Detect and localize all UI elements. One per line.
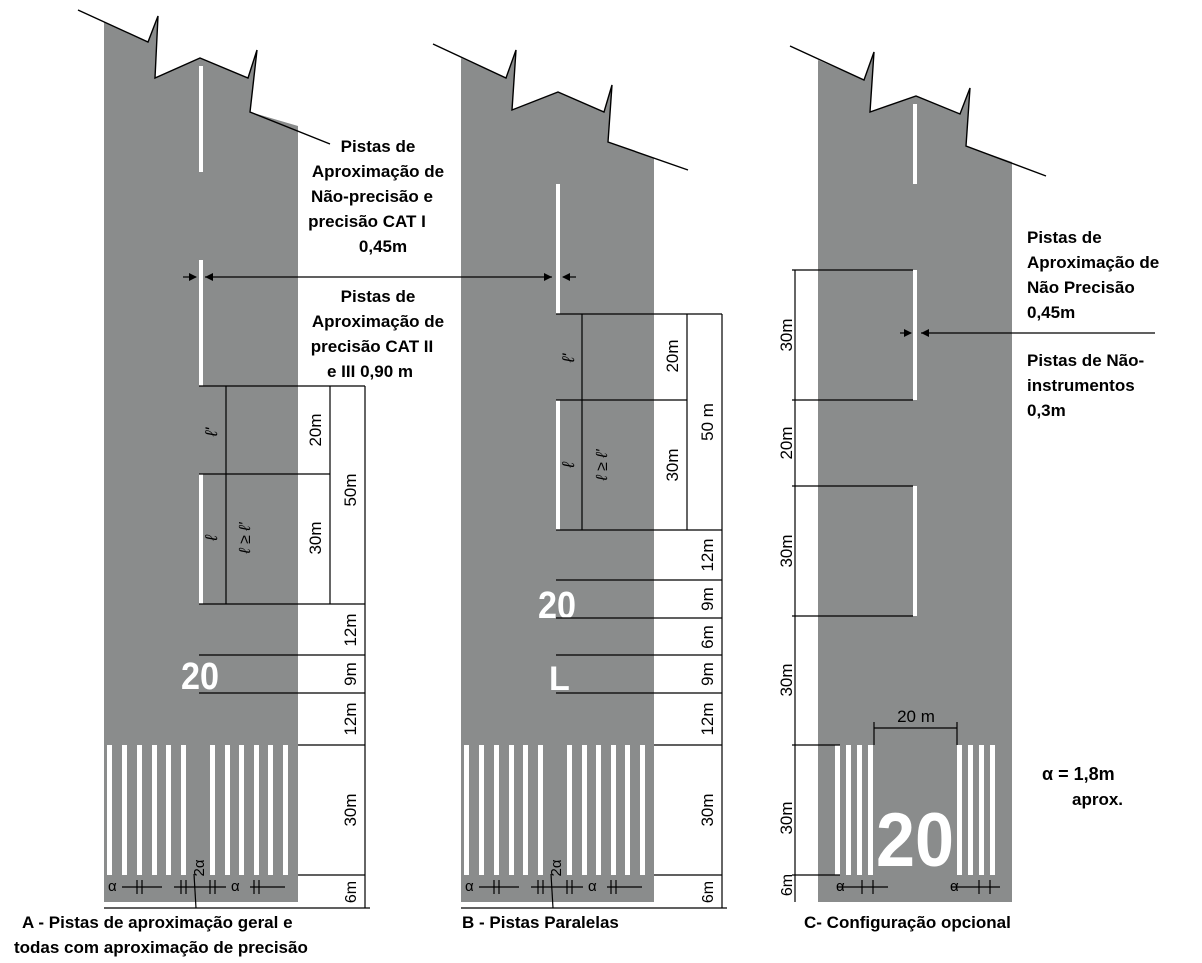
note-line: 0,3m [1027,401,1066,420]
alpha-row-c [838,880,1000,894]
threshold-bars-a [107,745,288,875]
caption-a-line2: todas com aproximação de precisão [14,938,308,957]
l-lower-label: ℓ [202,535,221,542]
dimension-lines-a [104,385,370,909]
dim-label: 20m [663,339,682,372]
alpha-label: α [836,878,845,895]
note-line: precisão CAT II [311,337,434,356]
note-line: Pistas de Não- [1027,351,1144,370]
runway-number-b: 20 [538,585,576,627]
alpha-label: α [588,878,597,895]
note-line: precisão CAT I [308,212,426,231]
note-line: instrumentos [1027,376,1135,395]
note-line: Pistas de [1027,228,1102,247]
dimension-lines-b [461,313,727,909]
centerline-stripe [199,66,203,172]
dim-label: 12m [341,613,360,646]
centerline-stripe [199,260,203,386]
break-line-c [789,45,1047,177]
dim-label: 6m [779,874,796,896]
note-cat2: Pistas de Aproximação de precisão CAT II… [311,287,444,381]
note-line: Não Precisão [1027,278,1135,297]
dim-label: 12m [698,538,717,571]
caption-a-line1: A - Pistas de aproximação geral e [22,913,293,932]
alpha-label: α [465,878,474,895]
alpha-row-b [479,880,642,894]
centerline-stripe [556,184,560,314]
dim-label: 50m [341,473,360,506]
runway-a [104,16,298,902]
note-line: Aproximação de [312,312,444,331]
note-c-nonprecision: Pistas de Aproximação de Não Precisão 0,… [1027,228,1159,322]
l-relation-label: ℓ ≥ ℓ' [594,449,611,482]
break-line-a [77,9,331,145]
dim-label: 30m [663,448,682,481]
note-c-noninstrument: Pistas de Não- instrumentos 0,3m [1027,351,1144,420]
dim-label: 30m [777,801,796,834]
l-lower-label: ℓ [559,462,578,469]
panel-b: 20 L 20m 30m 50 m 12m 9m 6m 9m 12m 30m 6… [432,43,727,932]
dim-label: 50 m [698,403,717,441]
panel-a: 20 20m 30m 50m 12m 9m 12m 30m 6m 2α ℓ' ℓ… [14,9,370,957]
alpha-approx-note: aprox. [1072,790,1123,809]
note-line: Aproximação de [312,162,444,181]
dim-label: 6m [698,625,717,649]
centerline-stripe [913,104,917,184]
dim-label: 12m [341,702,360,735]
dim-label: 9m [698,587,717,611]
l-relation-label: ℓ ≥ ℓ' [237,522,254,555]
threshold-bars-b [464,745,645,875]
note-line: Aproximação de [1027,253,1159,272]
centerline-stripe [913,270,917,400]
dim-label: 30m [698,793,717,826]
dimension-lines-c [792,269,958,902]
l-upper-label: ℓ' [202,427,221,437]
l-upper-label: ℓ' [559,353,578,363]
threshold-bars-c [835,745,995,875]
dim-label: 6m [343,881,360,903]
note-line: 0,45m [1027,303,1075,322]
panel-c: 20 30m 20m 30m 30m 30m 6m 20 m α α [777,45,1155,932]
runway-number-a: 20 [181,656,219,698]
dim-label: 6m [700,881,717,903]
dim-label: 30m [341,793,360,826]
dim-label: 30m [777,318,796,351]
note-line: Não-precisão e [311,187,433,206]
runway-letter-b: L [549,660,570,698]
dim-label: 20m [777,426,796,459]
alpha-label: α [950,878,959,895]
centerline-stripe [913,486,917,616]
dim-label: 12m [698,702,717,735]
alpha-label: α [108,878,117,895]
dim-label: 9m [341,662,360,686]
dim-label: 30m [777,663,796,696]
alpha-row-a [122,880,285,894]
alpha-label: α [231,878,240,895]
centerline-width-callout [183,273,576,281]
note-line: 0,45m [359,237,407,256]
note-nonprecision: Pistas de Aproximação de Não-precisão e … [308,137,444,256]
caption-c: C- Configuração opcional [804,913,1011,932]
centerline-stripe [199,474,203,604]
caption-b: B - Pistas Paralelas [462,913,619,932]
dim-label: 20 m [897,707,935,726]
dim-label: 9m [698,662,717,686]
dim-label: 2α [548,859,565,876]
note-line: Pistas de [341,137,416,156]
break-line-b [432,43,689,171]
dim-label: 30m [777,534,796,567]
dim-label: 20m [306,413,325,446]
note-line: Pistas de [341,287,416,306]
runway-c [818,52,1012,902]
runway-number-c: 20 [876,798,954,883]
dim-label: 30m [306,521,325,554]
dim-label: 2α [191,859,208,876]
alpha-value-note: α = 1,8m [1042,764,1115,784]
note-line: e III 0,90 m [327,362,413,381]
centerline-stripe [556,400,560,530]
